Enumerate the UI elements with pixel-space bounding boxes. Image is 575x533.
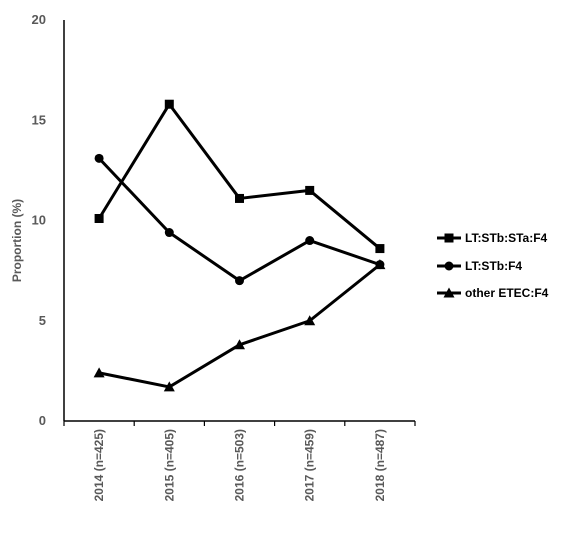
series-lt-stb-f4: [94, 153, 385, 286]
legend-item: other ETEC:F4: [437, 286, 549, 300]
data-point: [164, 99, 174, 109]
data-point: [305, 236, 315, 246]
legend-label: LT:STb:F4: [465, 259, 522, 273]
x-tick-labels: 2014 (n=425) 2015 (n=405) 2016 (n=503) 2017…: [63, 421, 416, 501]
x-tick-label: 2015 (n=405): [162, 429, 176, 501]
y-tick-label: 15: [32, 112, 46, 127]
y-tick-label: 5: [39, 313, 46, 328]
data-point: [304, 315, 316, 326]
y-tick-label: 0: [39, 413, 46, 428]
series-lt-stb-sta-f4: [94, 99, 385, 254]
axes: [63, 20, 415, 422]
legend-label: LT:STb:STa:F4: [465, 231, 548, 245]
y-axis-title: Proportion (%): [10, 199, 24, 282]
data-point: [164, 228, 174, 238]
y-tick-label: 20: [32, 12, 46, 27]
data-point: [235, 193, 244, 203]
legend-label: other ETEC:F4: [465, 286, 549, 300]
x-tick-label: 2017 (n=459): [303, 429, 317, 501]
legend: LT:STb:STa:F4 LT:STb:F4 other ETEC:F4: [437, 231, 549, 300]
series-line: [97, 102, 381, 250]
legend-marker: [444, 233, 454, 243]
y-tick-label: 10: [32, 213, 46, 228]
y-tick-labels: 0 5 10 15 20: [32, 12, 46, 428]
data-point: [93, 367, 105, 378]
data-point: [305, 185, 315, 195]
legend-marker: [443, 287, 455, 298]
data-point: [235, 276, 244, 286]
x-tick-label: 2016 (n=503): [233, 429, 247, 501]
data-point: [234, 339, 245, 350]
x-tick-label: 2018 (n=487): [373, 429, 387, 501]
series-layer: [93, 99, 386, 392]
data-point: [94, 153, 104, 163]
legend-item: LT:STb:F4: [437, 259, 522, 273]
legend-item: LT:STb:STa:F4: [437, 231, 548, 245]
series-other-etec-f4: [93, 259, 386, 392]
data-point: [375, 244, 385, 254]
series-line: [98, 157, 381, 283]
data-point: [94, 213, 104, 223]
x-tick-label: 2014 (n=425): [92, 429, 106, 501]
data-point: [374, 259, 386, 270]
legend-marker: [444, 261, 454, 271]
data-point: [163, 381, 175, 392]
